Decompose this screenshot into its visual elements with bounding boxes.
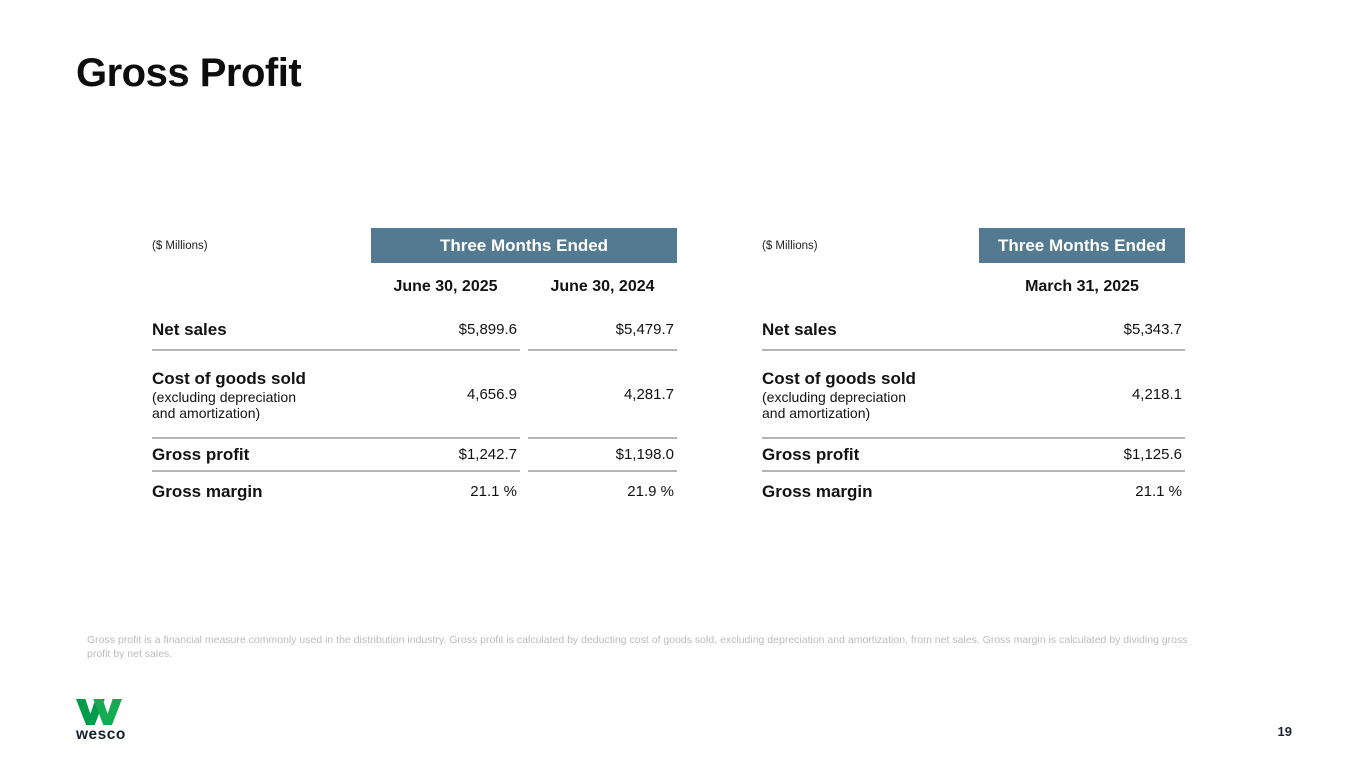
- column-headers-row: March 31, 2025: [762, 263, 1185, 310]
- table-row: Gross profit $1,125.6: [762, 439, 1185, 472]
- table-row: Cost of goods sold (excluding depreciatio…: [762, 351, 1185, 439]
- row-value: $5,479.7: [528, 310, 677, 351]
- column-gap: [520, 472, 528, 510]
- row-label: Net sales: [762, 310, 979, 351]
- row-label-text: Gross margin: [762, 481, 873, 501]
- row-label-text: Gross profit: [762, 445, 860, 464]
- row-label-text: Cost of goods sold: [762, 368, 916, 388]
- column-header: March 31, 2025: [1025, 277, 1139, 295]
- period-banner: Three Months Ended: [979, 228, 1185, 263]
- table-row: Net sales $5,343.7: [762, 310, 1185, 351]
- table-row: Gross profit $1,242.7 $1,198.0: [152, 439, 677, 472]
- footnote: Gross profit is a financial measure comm…: [87, 634, 1188, 660]
- row-value: $1,242.7: [371, 439, 520, 472]
- units-label: ($ Millions): [152, 239, 208, 252]
- row-value: 4,218.1: [979, 351, 1185, 439]
- table-row: Gross margin 21.1 % 21.9 %: [152, 472, 677, 510]
- table-header-row: ($ Millions) Three Months Ended: [762, 228, 1185, 263]
- row-label-text: Cost of goods sold: [152, 368, 306, 388]
- page-title: Gross Profit: [76, 51, 302, 95]
- row-label-text: Net sales: [762, 320, 837, 339]
- wesco-logo: wesco: [76, 699, 126, 744]
- wesco-logo-text: wesco: [76, 726, 126, 743]
- row-value: $5,899.6: [371, 310, 520, 351]
- row-value: $1,125.6: [979, 439, 1185, 472]
- column-header: June 30, 2025: [393, 277, 498, 295]
- row-value: $5,343.7: [979, 310, 1185, 351]
- row-label: Gross margin: [762, 472, 979, 510]
- row-value: 4,281.7: [528, 351, 677, 439]
- table-header-row: ($ Millions) Three Months Ended: [152, 228, 677, 263]
- financial-table-left: ($ Millions) Three Months Ended June 30, 2…: [152, 228, 677, 510]
- column-header: June 30, 2024: [550, 277, 655, 295]
- row-sublabel: (excluding depreciation and amortization…: [152, 388, 296, 421]
- row-value: 21.9 %: [627, 482, 674, 500]
- column-gap: [520, 439, 528, 472]
- table-row: Cost of goods sold (excluding depreciatio…: [152, 351, 677, 439]
- column-gap: [520, 351, 528, 439]
- column-headers-row: June 30, 2025 June 30, 2024: [152, 263, 677, 310]
- spacer-cell: [152, 263, 371, 310]
- row-label: Cost of goods sold (excluding depreciatio…: [152, 351, 371, 439]
- spacer-cell: [762, 263, 979, 310]
- row-label: Gross profit: [762, 439, 979, 472]
- units-label: ($ Millions): [762, 239, 818, 252]
- wesco-w-icon: [76, 699, 122, 725]
- page-number: 19: [1277, 724, 1292, 739]
- table-row: Gross margin 21.1 %: [762, 472, 1185, 510]
- row-label: Net sales: [152, 310, 371, 351]
- row-label: Gross profit: [152, 439, 371, 472]
- row-label: Gross margin: [152, 472, 371, 510]
- row-value: 4,656.9: [371, 351, 520, 439]
- row-value: 21.1 %: [1135, 482, 1182, 500]
- row-label-text: Gross margin: [152, 481, 263, 501]
- column-gap: [520, 263, 528, 310]
- row-value: 21.1 %: [470, 482, 517, 500]
- row-label: Cost of goods sold (excluding depreciatio…: [762, 351, 979, 439]
- period-banner: Three Months Ended: [371, 228, 677, 263]
- row-sublabel: (excluding depreciation and amortization…: [762, 388, 906, 421]
- row-label-text: Net sales: [152, 320, 227, 339]
- row-label-text: Gross profit: [152, 445, 250, 464]
- table-row: Net sales $5,899.6 $5,479.7: [152, 310, 677, 351]
- column-gap: [520, 310, 528, 351]
- financial-table-right: ($ Millions) Three Months Ended March 31, …: [762, 228, 1185, 510]
- row-value: $1,198.0: [528, 439, 677, 472]
